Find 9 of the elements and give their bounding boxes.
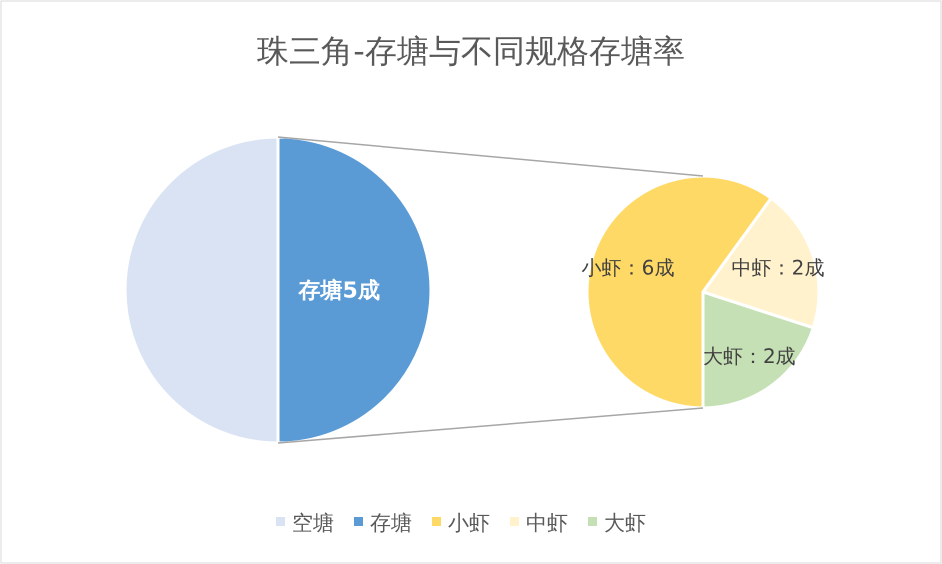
chart-title: 珠三角-存塘与不同规格存塘率 [257,32,685,70]
legend-label: 空塘 [292,511,334,535]
data-label: 中虾：2成 [732,256,824,280]
legend-label: 小虾 [448,511,490,535]
legend-label: 存塘 [370,511,412,535]
data-label: 大虾：2成 [702,344,796,368]
data-label: 存塘5成 [298,278,380,304]
legend-label: 中虾 [526,511,568,535]
legend-label: 大虾 [604,511,646,535]
